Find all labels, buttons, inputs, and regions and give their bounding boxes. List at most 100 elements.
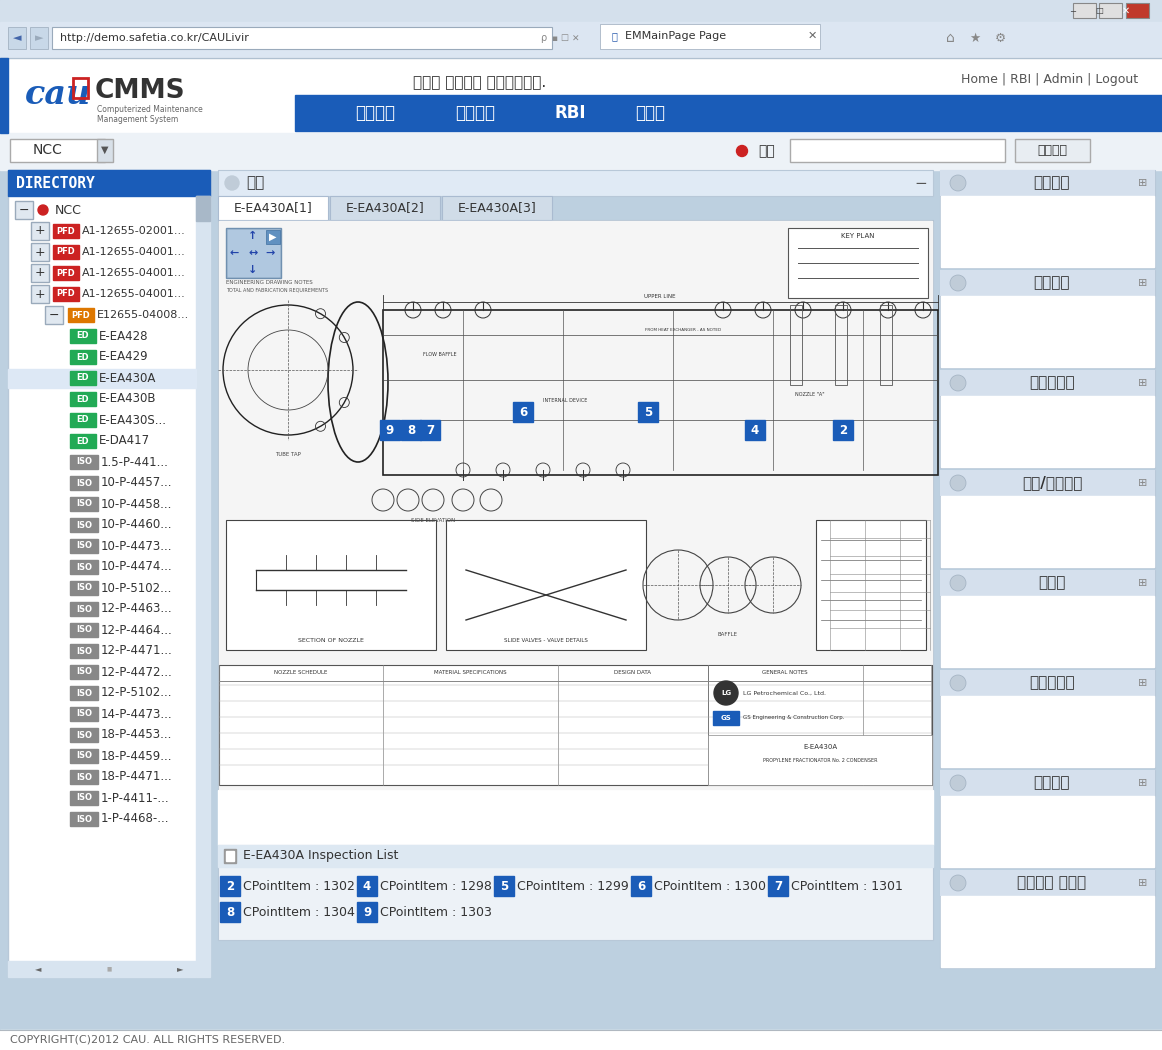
Text: ✕: ✕ [1122, 5, 1131, 16]
Bar [31, 222, 49, 240]
Bar [53, 224, 79, 238]
Bar [70, 539, 98, 553]
Text: ↔: ↔ [249, 248, 258, 258]
Text: A1-12655-02001...: A1-12655-02001... [83, 226, 186, 236]
Text: ISO: ISO [76, 773, 92, 781]
Text: PFD: PFD [72, 311, 91, 319]
Bar [70, 686, 98, 700]
Text: →: → [265, 248, 274, 258]
Bar [225, 850, 234, 861]
Text: PFD: PFD [57, 227, 76, 235]
Bar [73, 78, 88, 98]
Text: INTERNAL DEVICE: INTERNAL DEVICE [543, 398, 587, 402]
Bar [295, 94, 1162, 131]
Text: CPointItem : 1300: CPointItem : 1300 [654, 880, 766, 892]
Bar [225, 228, 281, 278]
Bar [940, 470, 1155, 568]
Text: −: − [49, 309, 59, 321]
Text: Management System: Management System [96, 114, 178, 124]
Text: ★: ★ [969, 32, 981, 44]
Bar [0, 22, 1162, 58]
Text: PROPYLENE FRACTIONATOR No. 2 CONDENSER: PROPYLENE FRACTIONATOR No. 2 CONDENSER [762, 757, 877, 762]
Bar [941, 196, 1154, 267]
Text: 18-P-4471...: 18-P-4471... [101, 771, 173, 783]
Bar [218, 196, 328, 220]
Bar [31, 285, 49, 303]
Text: ISO: ISO [76, 605, 92, 613]
Bar [940, 270, 1155, 296]
Text: MATERIAL SPECIFICATIONS: MATERIAL SPECIFICATIONS [433, 671, 507, 675]
Text: CPointItem : 1299: CPointItem : 1299 [517, 880, 629, 892]
Text: SIDE ELEVATION: SIDE ELEVATION [411, 518, 456, 523]
Text: ISO: ISO [76, 500, 92, 508]
Text: ↓: ↓ [249, 265, 258, 275]
Text: 5: 5 [500, 880, 508, 892]
Text: ⊞: ⊞ [1139, 278, 1148, 288]
Bar [15, 201, 33, 219]
Bar [401, 420, 421, 440]
Circle shape [951, 475, 966, 491]
Bar [8, 27, 26, 49]
Bar [383, 310, 938, 475]
Bar [713, 711, 739, 724]
Text: ⊞: ⊞ [1139, 178, 1148, 188]
Text: 12-P-4464...: 12-P-4464... [101, 624, 173, 636]
Bar [0, 58, 8, 133]
Bar [96, 139, 113, 162]
Text: ⊞: ⊞ [1139, 678, 1148, 688]
Bar [220, 902, 241, 922]
Bar [419, 420, 440, 440]
Bar [218, 220, 933, 790]
Text: 10-P-4458...: 10-P-4458... [101, 498, 172, 510]
Text: +: + [35, 288, 45, 300]
Text: SECTION OF NOZZLE: SECTION OF NOZZLE [299, 637, 364, 643]
Bar [70, 581, 98, 595]
Text: 일일보고서: 일일보고서 [1030, 675, 1075, 691]
Text: 1-P-4411-...: 1-P-4411-... [101, 792, 170, 804]
Bar [940, 570, 1155, 596]
Bar [940, 870, 1155, 896]
Bar [70, 770, 98, 784]
Text: 12-P-5102...: 12-P-5102... [101, 687, 172, 699]
Text: PFD: PFD [57, 290, 76, 298]
Text: 14-P-4473...: 14-P-4473... [101, 708, 173, 720]
Text: 🌐: 🌐 [612, 32, 618, 41]
Bar [1014, 139, 1090, 162]
Bar [220, 876, 241, 896]
Bar [1099, 3, 1122, 18]
Text: E-EA430A: E-EA430A [99, 372, 157, 384]
Bar [788, 228, 928, 298]
Text: 10-P-4474...: 10-P-4474... [101, 561, 173, 573]
Bar [0, 133, 1162, 170]
Text: ▶: ▶ [270, 232, 277, 242]
Text: E-EA428: E-EA428 [99, 330, 149, 342]
Bar [70, 728, 98, 742]
Text: DESIGN DATA: DESIGN DATA [615, 671, 652, 675]
Bar [70, 350, 96, 364]
Text: PFD: PFD [57, 269, 76, 277]
Text: E-EA430A[3]: E-EA430A[3] [458, 202, 537, 214]
Bar [0, 0, 1162, 22]
Text: ■: ■ [107, 966, 112, 971]
Text: ISO: ISO [76, 521, 92, 529]
Text: ISO: ISO [76, 815, 92, 823]
Text: ⌂: ⌂ [946, 32, 954, 45]
Bar [218, 170, 933, 196]
Bar [941, 596, 1154, 667]
Bar [940, 370, 1155, 396]
Bar [70, 434, 96, 448]
Bar [1073, 3, 1096, 18]
Text: CPointItem : 1298: CPointItem : 1298 [380, 880, 492, 892]
Text: CPointItem : 1301: CPointItem : 1301 [791, 880, 903, 892]
Text: 6: 6 [519, 405, 528, 419]
Bar [816, 520, 926, 650]
Text: ✕: ✕ [808, 32, 817, 41]
Text: 4: 4 [363, 880, 371, 892]
Circle shape [951, 375, 966, 391]
Text: Home | RBI | Admin | Logout: Home | RBI | Admin | Logout [961, 74, 1139, 86]
Text: 설비관리: 설비관리 [456, 104, 495, 122]
Text: KEY PLAN: KEY PLAN [841, 233, 875, 239]
Bar [940, 770, 1155, 868]
Bar [218, 845, 933, 940]
Bar [53, 245, 79, 259]
